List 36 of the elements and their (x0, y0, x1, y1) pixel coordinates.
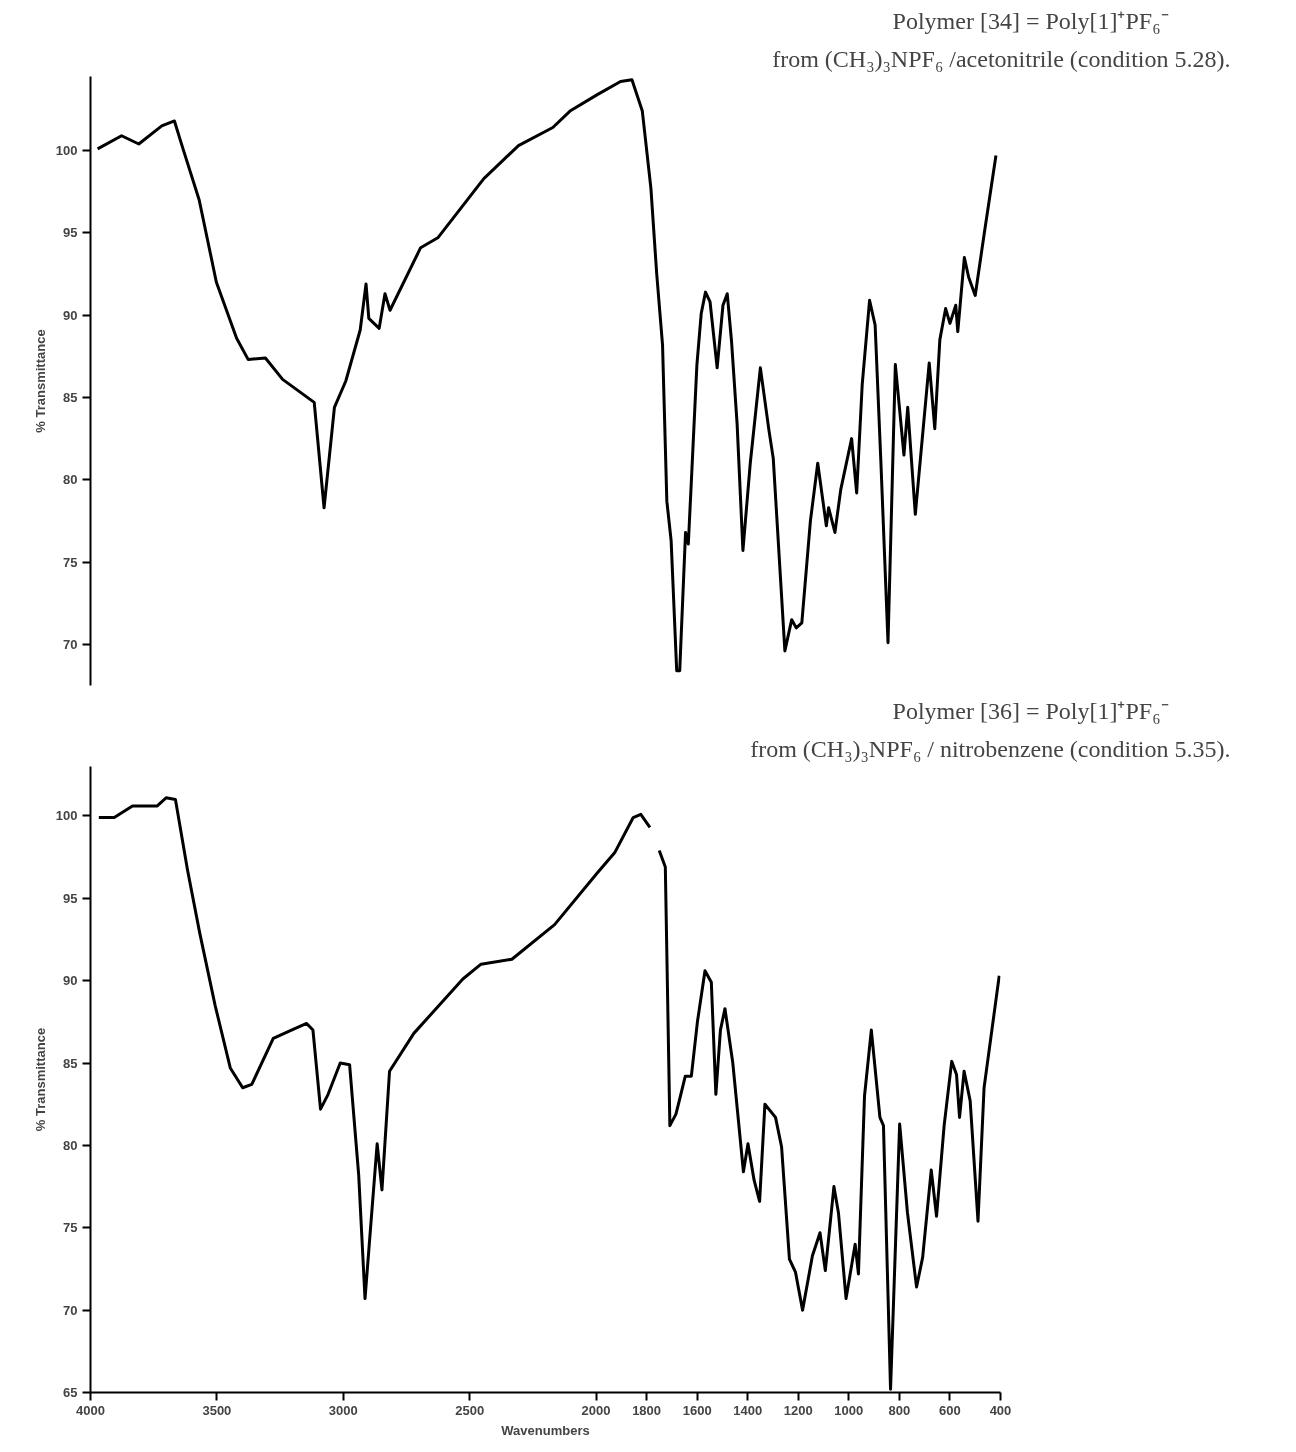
chart-subtitle: from (CH₃)₃NPF₆ /acetonitrile (condition 5.28). (772, 45, 1231, 72)
y-tick-label: 75 (63, 554, 78, 570)
y-tick-label: 70 (63, 636, 78, 652)
x-tick-label: 400 (989, 1402, 1012, 1418)
y-tick-label: 90 (63, 973, 78, 989)
x-tick-label: 1600 (682, 1402, 712, 1418)
y-axis-title: % Transmittance (32, 329, 48, 433)
x-tick-label: 800 (888, 1402, 911, 1418)
x-tick-label: 1400 (733, 1402, 763, 1418)
y-tick-label: 80 (63, 472, 78, 488)
x-tick-label: 3000 (328, 1402, 358, 1418)
x-tick-label: 1800 (632, 1402, 662, 1418)
chart-title: Polymer [34] = Poly[1]⁺PF₆⁻ (892, 7, 1169, 34)
y-tick-label: 75 (63, 1220, 78, 1236)
y-tick-label: 65 (63, 1385, 78, 1400)
x-tick-label: 2000 (581, 1402, 611, 1418)
y-axis-title: % Transmittance (32, 1027, 48, 1132)
y-tick-label: 85 (63, 1055, 78, 1071)
line-series (96, 78, 998, 673)
y-tick-label: 95 (63, 890, 78, 906)
x-tick-label: 2500 (455, 1402, 485, 1418)
x-tick-label: 1200 (783, 1402, 813, 1418)
y-tick-label: 90 (63, 307, 78, 323)
y-tick-label: 80 (63, 1137, 78, 1153)
chart-subtitle: from (CH₃)₃NPF₆ / nitrobenzene (condition 5.35). (750, 735, 1231, 762)
y-tick-label: 85 (63, 389, 78, 405)
x-axis-title: Wavenumbers (501, 1422, 590, 1438)
y-tick-label: 100 (55, 143, 78, 159)
y-tick-label: 100 (55, 808, 78, 824)
x-tick-label: 1000 (834, 1402, 864, 1418)
y-tick-label: 95 (63, 225, 78, 241)
x-tick-label: 4000 (76, 1402, 105, 1418)
x-tick-label: 600 (939, 1402, 961, 1418)
x-tick-label: 3500 (202, 1402, 232, 1418)
y-tick-label: 70 (63, 1302, 78, 1318)
chart-title: Polymer [36] = Poly[1]⁺PF₆⁻ (892, 697, 1169, 724)
